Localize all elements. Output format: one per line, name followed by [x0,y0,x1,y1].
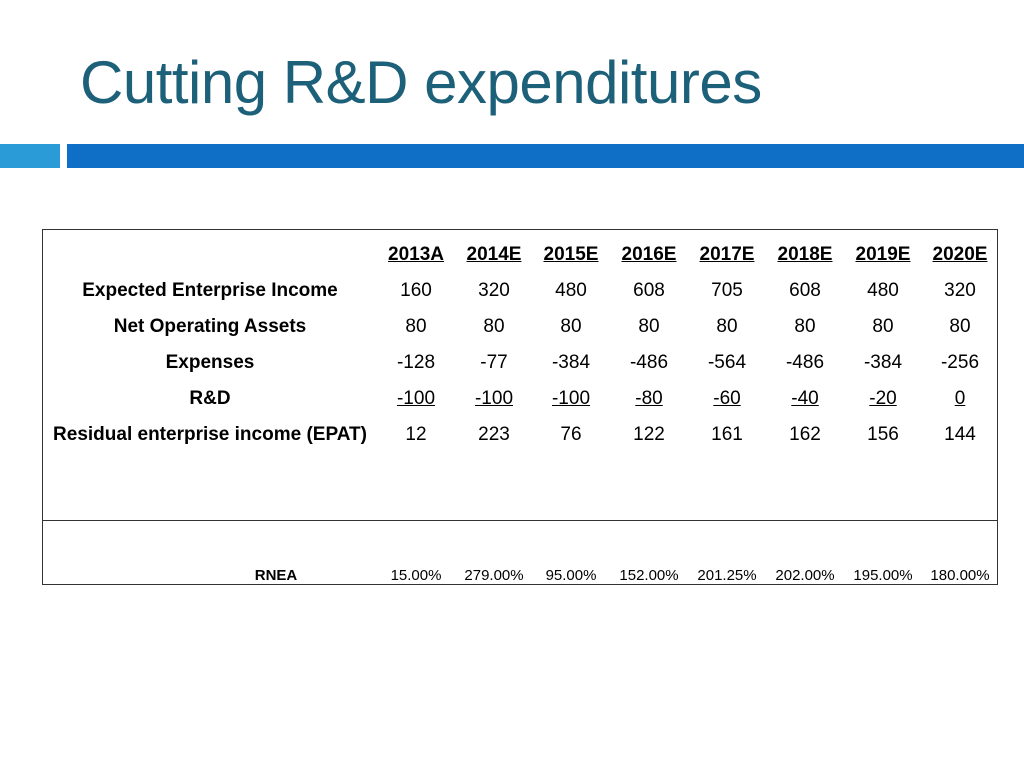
rnea-cell: 201.25% [697,567,757,584]
table-cell: 76 [560,424,582,445]
table-cell: 320 [478,280,510,301]
table-cell: -384 [551,352,591,373]
row-label: Expected Enterprise Income [82,280,338,301]
table-cell: -100 [474,388,514,409]
table-cell: -40 [791,388,819,409]
table-cell: -100 [396,388,436,409]
table-cell: 80 [794,316,816,337]
year-header: 2015E [543,244,599,265]
table-cell: 80 [872,316,894,337]
year-header: 2019E [855,244,911,265]
accent-bar-left [0,144,60,168]
row-label: Net Operating Assets [113,316,307,337]
year-header: 2017E [699,244,755,265]
table-cell: 480 [867,280,899,301]
accent-bar-main [67,144,1024,168]
row-label: Residual enterprise income (EPAT) [53,424,367,445]
year-header: 2016E [621,244,677,265]
table-cell: -60 [713,388,741,409]
table-cell: 223 [478,424,510,445]
table-cell: 320 [944,280,976,301]
table-cell: 608 [633,280,665,301]
table-cell: 161 [711,424,743,445]
table-cell: -564 [707,352,747,373]
table-cell: 80 [638,316,660,337]
slide-title: Cutting R&D expenditures [80,49,762,116]
rnea-cell: 95.00% [545,567,597,584]
table-cell: 0 [954,388,966,409]
table-cell: -77 [480,352,508,373]
year-header: 2018E [777,244,833,265]
table-cell: -20 [869,388,897,409]
table-cell: 705 [711,280,743,301]
table-cell: -256 [940,352,980,373]
table-cell: 608 [789,280,821,301]
table-cell: 144 [944,424,976,445]
rnea-cell: 195.00% [853,567,913,584]
year-header: 2013A [388,244,444,265]
table-cell: 160 [400,280,432,301]
table-cell: 122 [633,424,665,445]
year-header: 2020E [932,244,988,265]
table-cell: 80 [560,316,582,337]
rnea-cell: 180.00% [930,567,990,584]
row-label: R&D [189,388,231,409]
rnea-label: RNEA [254,567,298,584]
table-cell: 480 [555,280,587,301]
table-cell: 80 [716,316,738,337]
table-cell: 162 [789,424,821,445]
table-cell: -100 [551,388,591,409]
row-label: Expenses [165,352,255,373]
rnea-cell: 15.00% [390,567,442,584]
rnea-cell: 279.00% [464,567,524,584]
year-header: 2014E [466,244,522,265]
rnea-cell: 152.00% [619,567,679,584]
table-cell: 80 [483,316,505,337]
table-cell: -384 [863,352,903,373]
table-cell: -80 [635,388,663,409]
table-cell: 80 [405,316,427,337]
table-divider [43,520,997,521]
rnea-cell: 202.00% [775,567,835,584]
table-cell: -486 [785,352,825,373]
financial-table: 2013A 2014E 2015E 2016E 2017E 2018E 2019E 2020E… [42,229,998,585]
table-cell: 12 [405,424,427,445]
table-cell: -486 [629,352,669,373]
table-cell: -128 [396,352,436,373]
table-cell: 156 [867,424,899,445]
table-cell: 80 [949,316,971,337]
